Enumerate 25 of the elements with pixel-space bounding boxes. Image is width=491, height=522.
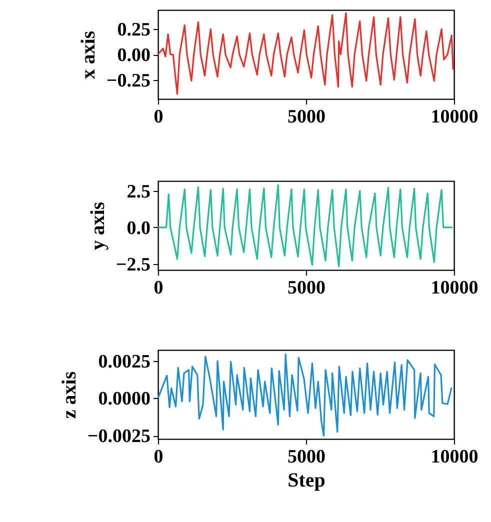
line-series: [158, 184, 454, 268]
line-series: [158, 354, 452, 437]
x-tick-label: 10000: [430, 278, 478, 298]
y-tick-label: −0.25: [106, 70, 150, 92]
y-tick-label: 2.5: [126, 181, 150, 202]
x-axis-title: Step: [288, 470, 326, 492]
y-tick-label: −0.0025: [87, 426, 150, 448]
y-tick-label: 0.0000: [98, 388, 150, 410]
y-tick-label: 0.00: [117, 45, 150, 66]
x-tick-label: 5000: [288, 446, 326, 468]
x-tick-label: 0: [154, 106, 164, 128]
x-tick-label: 0: [154, 446, 164, 468]
y-tick-label: 0.0025: [98, 351, 150, 372]
y-tick-label: 0.25: [117, 20, 150, 41]
y-axis-title: z axis: [58, 371, 80, 419]
x-tick-label: 5000: [288, 278, 326, 298]
x-tick-label: 5000: [288, 106, 326, 128]
y-tick-label: 0.0: [126, 218, 150, 239]
y-tick-label: −2.5: [116, 254, 150, 276]
x-tick-label: 10000: [430, 106, 478, 128]
y-axis-title: x axis: [77, 30, 100, 80]
line-series: [158, 12, 454, 95]
x-tick-label: 0: [154, 278, 164, 298]
y-axis-title: y axis: [86, 202, 109, 250]
x-tick-label: 10000: [430, 446, 478, 468]
